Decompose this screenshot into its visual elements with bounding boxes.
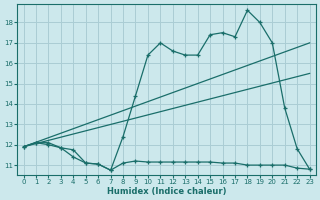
X-axis label: Humidex (Indice chaleur): Humidex (Indice chaleur) <box>107 187 226 196</box>
